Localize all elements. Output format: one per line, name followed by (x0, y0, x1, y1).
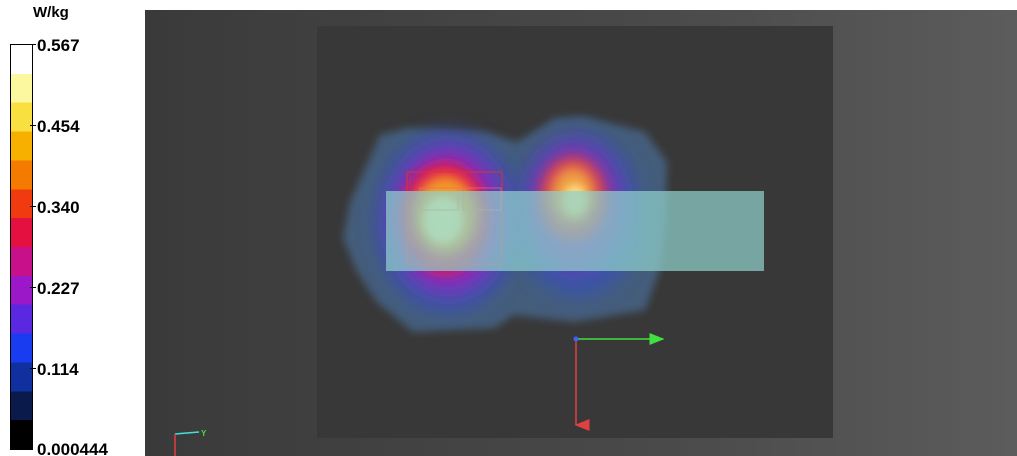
legend-tick-mark (30, 44, 36, 45)
legend-tick-label-max: 0.567 (37, 36, 80, 55)
scene-svg: Y (174, 26, 833, 456)
legend-tick-mark (30, 206, 36, 207)
legend-tick-label: 0.227 (37, 279, 80, 298)
colorbar (10, 44, 33, 450)
axis-triad (573, 333, 665, 431)
legend-unit-label: W/kg (33, 4, 69, 21)
mini-axis-y-label: Y (201, 429, 207, 438)
legend-tick-label: 0.454 (37, 117, 80, 136)
3d-viewport[interactable]: Y (145, 10, 1017, 456)
device-overlay (386, 191, 764, 271)
color-legend: W/kg 0.567 0.454 0.340 0.227 0.114 0.000… (0, 0, 145, 456)
legend-tick-label: 0.114 (37, 360, 79, 379)
legend-tick-mark (30, 125, 36, 126)
mini-axis-triad: Y (174, 429, 207, 456)
axis-origin (573, 336, 579, 342)
legend-tick-mark (30, 287, 36, 288)
mini-x-axis (174, 431, 200, 435)
legend-tick-mark (30, 368, 36, 369)
legend-tick-label-min: 0.000444 (37, 440, 108, 456)
legend-tick-label: 0.340 (37, 198, 80, 217)
